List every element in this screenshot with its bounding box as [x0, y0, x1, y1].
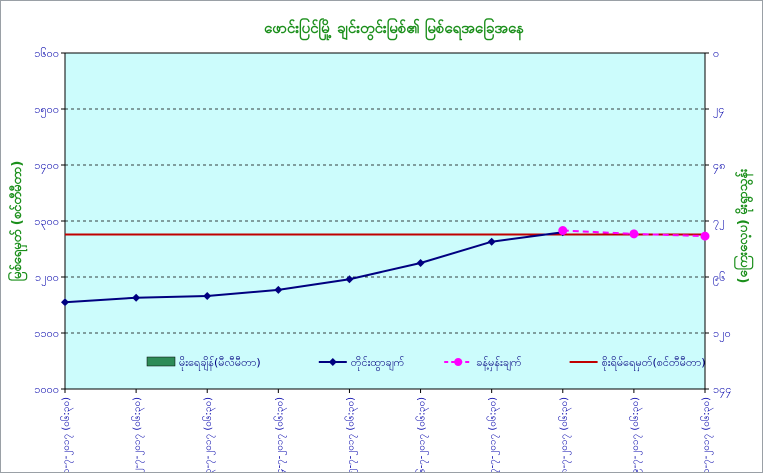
- legend-label: မိုးရေချိန်(မီလီမီတာ): [179, 356, 261, 371]
- forecast-point: [629, 229, 638, 238]
- legend-swatch-rainfall: [147, 357, 175, 366]
- x-tick-label: ၁၅-၇-၂၀၁၇ (၀၆:၃၀): [343, 397, 358, 472]
- legend-marker-forecast: [454, 358, 462, 366]
- right-tick-label: ၇၂: [713, 215, 725, 230]
- left-axis-title: မြစ်ရေမှတ် (စင်တီမီတာ): [7, 161, 28, 282]
- x-tick-label: ၁၈-၇-၂၀၁၇ (၀၆:၃၀): [557, 397, 572, 472]
- legend-label: ခန့်မှန်းချက်: [476, 356, 522, 371]
- left-tick-label: ၁၃၀၀: [34, 215, 59, 230]
- x-axis: ၁၁-၇-၂၀၁၇ (၀၆:၃၀) ၁၂-၇-၂၀၁၇ (၀၆:၃၀) ၁၃-၇-၂…: [59, 389, 714, 472]
- right-tick-label: ၂၄: [713, 103, 725, 118]
- right-tick-label: ၁၂၀: [713, 327, 731, 342]
- left-tick-label: ၁၄၀၀: [34, 159, 59, 174]
- right-tick-label: ၄၈: [713, 159, 725, 174]
- x-tick-label: ၁၁-၇-၂၀၁၇ (၀၆:၃၀): [59, 397, 74, 472]
- x-tick-label: ၁၆-၇-၂၀၁၇ (၀၆:၃၀): [415, 397, 430, 472]
- left-tick-label: ၁၁၀၀: [34, 327, 59, 340]
- right-tick-label: ၉၆: [713, 271, 725, 286]
- forecast-point: [558, 226, 567, 235]
- right-axis-title: (ကြေးလေ့ပ) မိုးရွာသွန်း: [733, 168, 754, 283]
- left-tick-label: ၁၂၀၀: [35, 271, 59, 286]
- x-tick-label: ၁၄-၇-၂၀၁၇ (၀၆:၃၀): [272, 397, 287, 472]
- legend-label: စိုးရိမ်ရေမှတ်(စင်တီမီတာ): [602, 356, 706, 371]
- left-tick-label: ၁၅၀၀: [34, 103, 59, 118]
- x-tick-label: ၁၂-၇-၂၀၁၇ (၀၆:၃၀): [130, 397, 145, 472]
- right-tick-label: ၀: [713, 47, 719, 60]
- x-tick-label: ၁၉-၇-၂၀၁၇ (၀၆:၃၀): [628, 397, 643, 472]
- x-tick-label: ၁၃-၇-၂၀၁၇ (၀၆:၃၀): [201, 397, 216, 472]
- forecast-point: [701, 232, 710, 241]
- left-tick-label: ၁၀၀၀: [34, 383, 59, 396]
- chart-title: ဖောင်းပြင်မြို့ ချင်းတွင်းမြစ်၏ မြစ်ရေအခ…: [264, 17, 524, 41]
- left-tick-label: ၁၆၀၀: [34, 47, 59, 60]
- right-tick-label: ၁၄၄: [713, 383, 732, 398]
- legend-label: တိုင်းထွာချက်: [351, 356, 405, 371]
- x-tick-label: ၁၇-၇-၂၀၁၇ (၀၆:၃၀): [486, 397, 501, 472]
- x-tick-label: ၂၀-၇-၂၀၁၇ (၀၆:၃၀): [699, 397, 714, 472]
